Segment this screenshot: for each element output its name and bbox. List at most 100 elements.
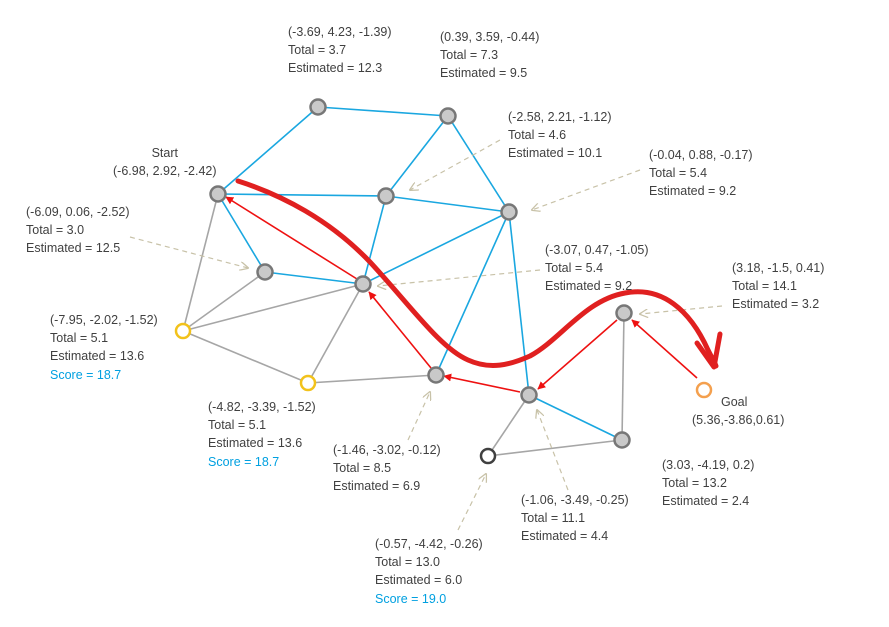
node-top2 <box>439 107 457 125</box>
edge <box>362 211 510 285</box>
estimated-text: Estimated = 10.1 <box>508 146 603 161</box>
label-mid2: (-0.04, 0.88, -0.17) Total = 5.4 Estimat… <box>649 146 753 201</box>
label-left1: (-6.09, 0.06, -2.52) Total = 3.0 Estimat… <box>26 203 130 258</box>
edge <box>487 394 530 457</box>
edge <box>217 106 319 195</box>
node-low2 <box>520 386 538 404</box>
label-mid1: (-2.58, 2.21, -1.12) Total = 4.6 Estimat… <box>508 108 612 163</box>
estimated-text: Estimated = 9.2 <box>649 184 737 199</box>
node-top1 <box>309 98 327 116</box>
blue-edges <box>217 106 623 441</box>
score-text: Score = 19.0 <box>375 591 447 606</box>
total-text: Total = 13.0 <box>375 555 440 570</box>
edge <box>182 271 266 332</box>
path-arrow <box>443 373 521 393</box>
label-right1: (3.18, -1.5, 0.41) Total = 14.1 Estimate… <box>732 259 824 314</box>
hand-drawn-path <box>235 178 723 370</box>
path-arrow <box>631 319 698 379</box>
coord-text: (-0.57, -4.42, -0.26) <box>375 537 483 551</box>
edge <box>385 195 510 213</box>
edge <box>182 283 364 332</box>
edge <box>487 439 623 457</box>
node-left1 <box>256 263 274 281</box>
start-coord: (-6.98, 2.92, -2.42) <box>113 164 217 179</box>
node-low1 <box>427 366 445 384</box>
start-label: Start (-6.98, 2.92, -2.42) <box>113 144 217 180</box>
edge <box>362 195 387 285</box>
edge <box>307 374 437 384</box>
edge <box>182 193 219 332</box>
total-text: Total = 5.4 <box>545 261 604 276</box>
node-dark <box>479 447 497 465</box>
leader-arrow <box>407 392 430 441</box>
total-text: Total = 4.6 <box>508 128 567 143</box>
label-low1: (-1.46, -3.02, -0.12) Total = 8.5 Estima… <box>333 441 441 496</box>
node-yellow1 <box>174 322 192 340</box>
label-center: (-3.07, 0.47, -1.05) Total = 5.4 Estimat… <box>545 241 649 296</box>
edge <box>217 193 266 273</box>
nodes <box>174 98 713 465</box>
total-text: Total = 5.4 <box>649 166 708 181</box>
total-text: Total = 8.5 <box>333 461 392 476</box>
estimated-text: Estimated = 6.0 <box>375 573 463 588</box>
hand-drawn-route <box>235 178 719 369</box>
node-mid2 <box>500 203 518 221</box>
estimated-text: Estimated = 9.2 <box>545 279 633 294</box>
total-text: Total = 11.1 <box>521 511 586 526</box>
coord-text: (-2.58, 2.21, -1.12) <box>508 110 612 124</box>
leader-arrow <box>378 269 541 286</box>
coord-text: (3.03, -4.19, 0.2) <box>662 458 755 472</box>
estimated-text: Estimated = 9.5 <box>440 66 528 81</box>
total-text: Total = 5.1 <box>208 418 267 433</box>
leader-arrow <box>129 236 248 268</box>
node-center <box>354 275 372 293</box>
node-right1 <box>615 304 633 322</box>
coord-text: (3.18, -1.5, 0.41) <box>732 261 825 275</box>
label-top2: (0.39, 3.59, -0.44) Total = 7.3 Estimate… <box>440 28 539 83</box>
coord-text: (-3.07, 0.47, -1.05) <box>545 243 649 257</box>
node-mid1 <box>377 187 395 205</box>
edge <box>317 106 449 117</box>
path-arrows <box>225 196 698 393</box>
coord-text: (-0.04, 0.88, -0.17) <box>649 148 753 162</box>
estimated-text: Estimated = 13.6 <box>208 436 303 451</box>
node-yellow2 <box>299 374 317 392</box>
path-arrow <box>537 319 618 390</box>
gray-edges <box>182 193 625 457</box>
goal-coord: (5.36,-3.86,0.61) <box>692 413 785 428</box>
edge <box>621 312 625 441</box>
leader-arrow <box>410 139 501 190</box>
coord-text: (0.39, 3.59, -0.44) <box>440 30 540 44</box>
coord-text: (-1.46, -3.02, -0.12) <box>333 443 441 457</box>
goal-label: Goal (5.36,-3.86,0.61) <box>692 393 784 429</box>
coord-text: (-3.69, 4.23, -1.39) <box>288 25 392 39</box>
start-title: Start <box>151 146 178 160</box>
estimated-text: Estimated = 4.4 <box>521 529 609 544</box>
leader-arrow <box>640 305 723 314</box>
edge <box>182 330 309 384</box>
score-text: Score = 18.7 <box>50 367 122 382</box>
estimated-text: Estimated = 12.3 <box>288 61 383 76</box>
path-arrow <box>368 291 432 369</box>
edge <box>307 283 364 384</box>
edge <box>528 394 623 441</box>
total-text: Total = 13.2 <box>662 476 727 491</box>
estimated-text: Estimated = 3.2 <box>732 297 820 312</box>
edge <box>217 193 387 197</box>
leader-arrow <box>532 169 641 210</box>
edge <box>385 115 449 197</box>
estimated-text: Estimated = 6.9 <box>333 479 421 494</box>
label-yellow2: (-4.82, -3.39, -1.52) Total = 5.1 Estima… <box>208 398 316 471</box>
estimated-text: Estimated = 2.4 <box>662 494 750 509</box>
goal-title: Goal <box>721 395 748 409</box>
label-yellow1: (-7.95, -2.02, -1.52) Total = 5.1 Estima… <box>50 311 158 384</box>
node-goal <box>695 381 713 399</box>
label-right2: (3.03, -4.19, 0.2) Total = 13.2 Estimate… <box>662 456 754 511</box>
edge <box>447 115 510 213</box>
edge <box>264 271 364 285</box>
estimated-text: Estimated = 13.6 <box>50 349 145 364</box>
leader-arrows <box>129 139 723 531</box>
label-dark: (-0.57, -4.42, -0.26) Total = 13.0 Estim… <box>375 535 483 608</box>
total-text: Total = 7.3 <box>440 48 499 63</box>
